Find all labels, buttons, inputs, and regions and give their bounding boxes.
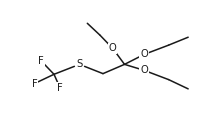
- Text: F: F: [32, 79, 37, 89]
- Text: O: O: [140, 49, 148, 59]
- Text: F: F: [57, 83, 63, 93]
- Text: O: O: [140, 65, 148, 75]
- Text: F: F: [38, 56, 44, 66]
- Text: O: O: [109, 43, 117, 53]
- Text: S: S: [76, 59, 83, 69]
